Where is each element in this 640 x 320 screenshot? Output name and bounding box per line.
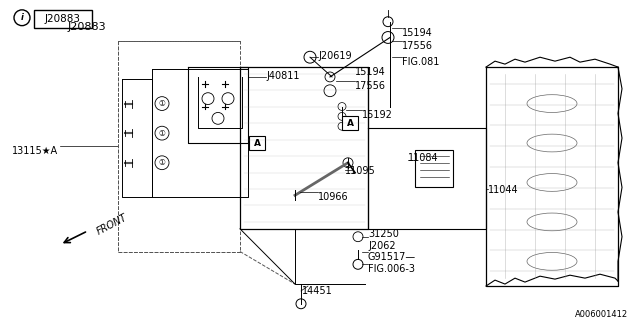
- Text: ①: ①: [159, 158, 165, 167]
- Text: 11044: 11044: [488, 185, 518, 196]
- Text: J20883: J20883: [45, 14, 81, 24]
- Text: 17556: 17556: [402, 41, 433, 52]
- Text: ①: ①: [159, 129, 165, 138]
- Text: A: A: [253, 139, 260, 148]
- Bar: [249, 136, 265, 150]
- Bar: [34, 10, 92, 28]
- Text: 14451: 14451: [302, 286, 333, 296]
- Text: 31250: 31250: [368, 229, 399, 239]
- Text: 11095: 11095: [345, 166, 376, 176]
- Text: 11084: 11084: [408, 153, 438, 163]
- Text: J40811: J40811: [266, 71, 300, 81]
- Text: 15194: 15194: [402, 28, 433, 38]
- Text: FIG.081: FIG.081: [402, 57, 440, 67]
- Text: 17556: 17556: [355, 81, 386, 91]
- Text: 15192: 15192: [362, 110, 393, 120]
- Text: J20619: J20619: [318, 51, 351, 61]
- Text: FRONT: FRONT: [95, 213, 129, 237]
- Text: 10966: 10966: [318, 192, 349, 202]
- Bar: [415, 150, 453, 188]
- Text: G91517—: G91517—: [368, 252, 416, 262]
- Text: J2062: J2062: [368, 241, 396, 251]
- Text: A: A: [346, 119, 353, 128]
- Text: 13115★A: 13115★A: [12, 146, 58, 156]
- Bar: [342, 116, 358, 130]
- Text: FIG.006-3: FIG.006-3: [368, 264, 415, 274]
- Text: 15194: 15194: [355, 67, 386, 77]
- Text: i: i: [20, 13, 24, 22]
- Text: A006001412: A006001412: [575, 310, 628, 319]
- Text: J20883: J20883: [68, 22, 107, 32]
- Text: ①: ①: [159, 99, 165, 108]
